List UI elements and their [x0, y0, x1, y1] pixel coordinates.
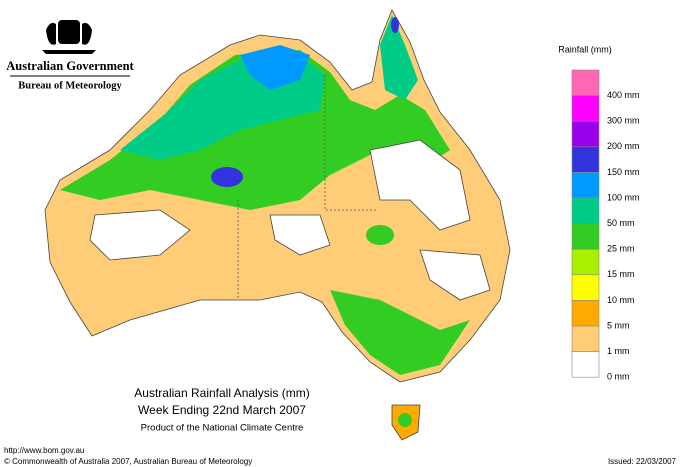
legend-swatch — [571, 146, 600, 173]
legend-label: 15 mm — [607, 269, 635, 279]
footer-url: http://www.bom.gov.au — [4, 446, 84, 455]
legend-title: Rainfall (mm) — [558, 44, 612, 54]
legend-swatch — [571, 300, 600, 327]
footer-issued: Issued: 22/03/2007 — [608, 457, 677, 466]
legend-swatch — [571, 172, 600, 199]
legend-swatch — [571, 351, 600, 378]
government: Australian Government — [6, 59, 134, 73]
legend-label: 400 mm — [607, 90, 640, 100]
emblem — [42, 20, 96, 54]
map — [44, 9, 511, 441]
legend-label: 25 mm — [607, 244, 635, 254]
legend-label: 150 mm — [607, 167, 640, 177]
caption-title: Australian Rainfall Analysis (mm) — [134, 386, 309, 400]
legend-label: 100 mm — [607, 192, 640, 202]
caption-period: Week Ending 22nd March 2007 — [138, 403, 306, 417]
legend-label: 5 mm — [607, 320, 630, 330]
caption-product: Product of the National Climate Centre — [141, 423, 304, 434]
legend-swatch — [571, 197, 600, 224]
legend-label: 10 mm — [607, 295, 635, 305]
footer-copyright: © Commonwealth of Australia 2007, Austra… — [4, 457, 252, 466]
legend-swatch — [571, 274, 600, 301]
legend-label: 1 mm — [607, 346, 630, 356]
legend: 400 mm 300 mm 200 mm 150 mm 100 mm 50 mm 25 mm… — [571, 69, 640, 382]
legend-swatch — [571, 95, 600, 122]
bureau: Bureau of Meteorology — [18, 80, 122, 91]
legend-swatch — [571, 325, 600, 352]
legend-swatch — [571, 223, 600, 250]
legend-label: 0 mm — [607, 372, 630, 382]
legend-label: 300 mm — [607, 116, 640, 126]
legend-label: 50 mm — [607, 218, 635, 228]
legend-swatch — [571, 69, 600, 96]
legend-swatch — [571, 248, 600, 276]
legend-swatch — [571, 120, 600, 148]
legend-label: 200 mm — [607, 141, 640, 151]
